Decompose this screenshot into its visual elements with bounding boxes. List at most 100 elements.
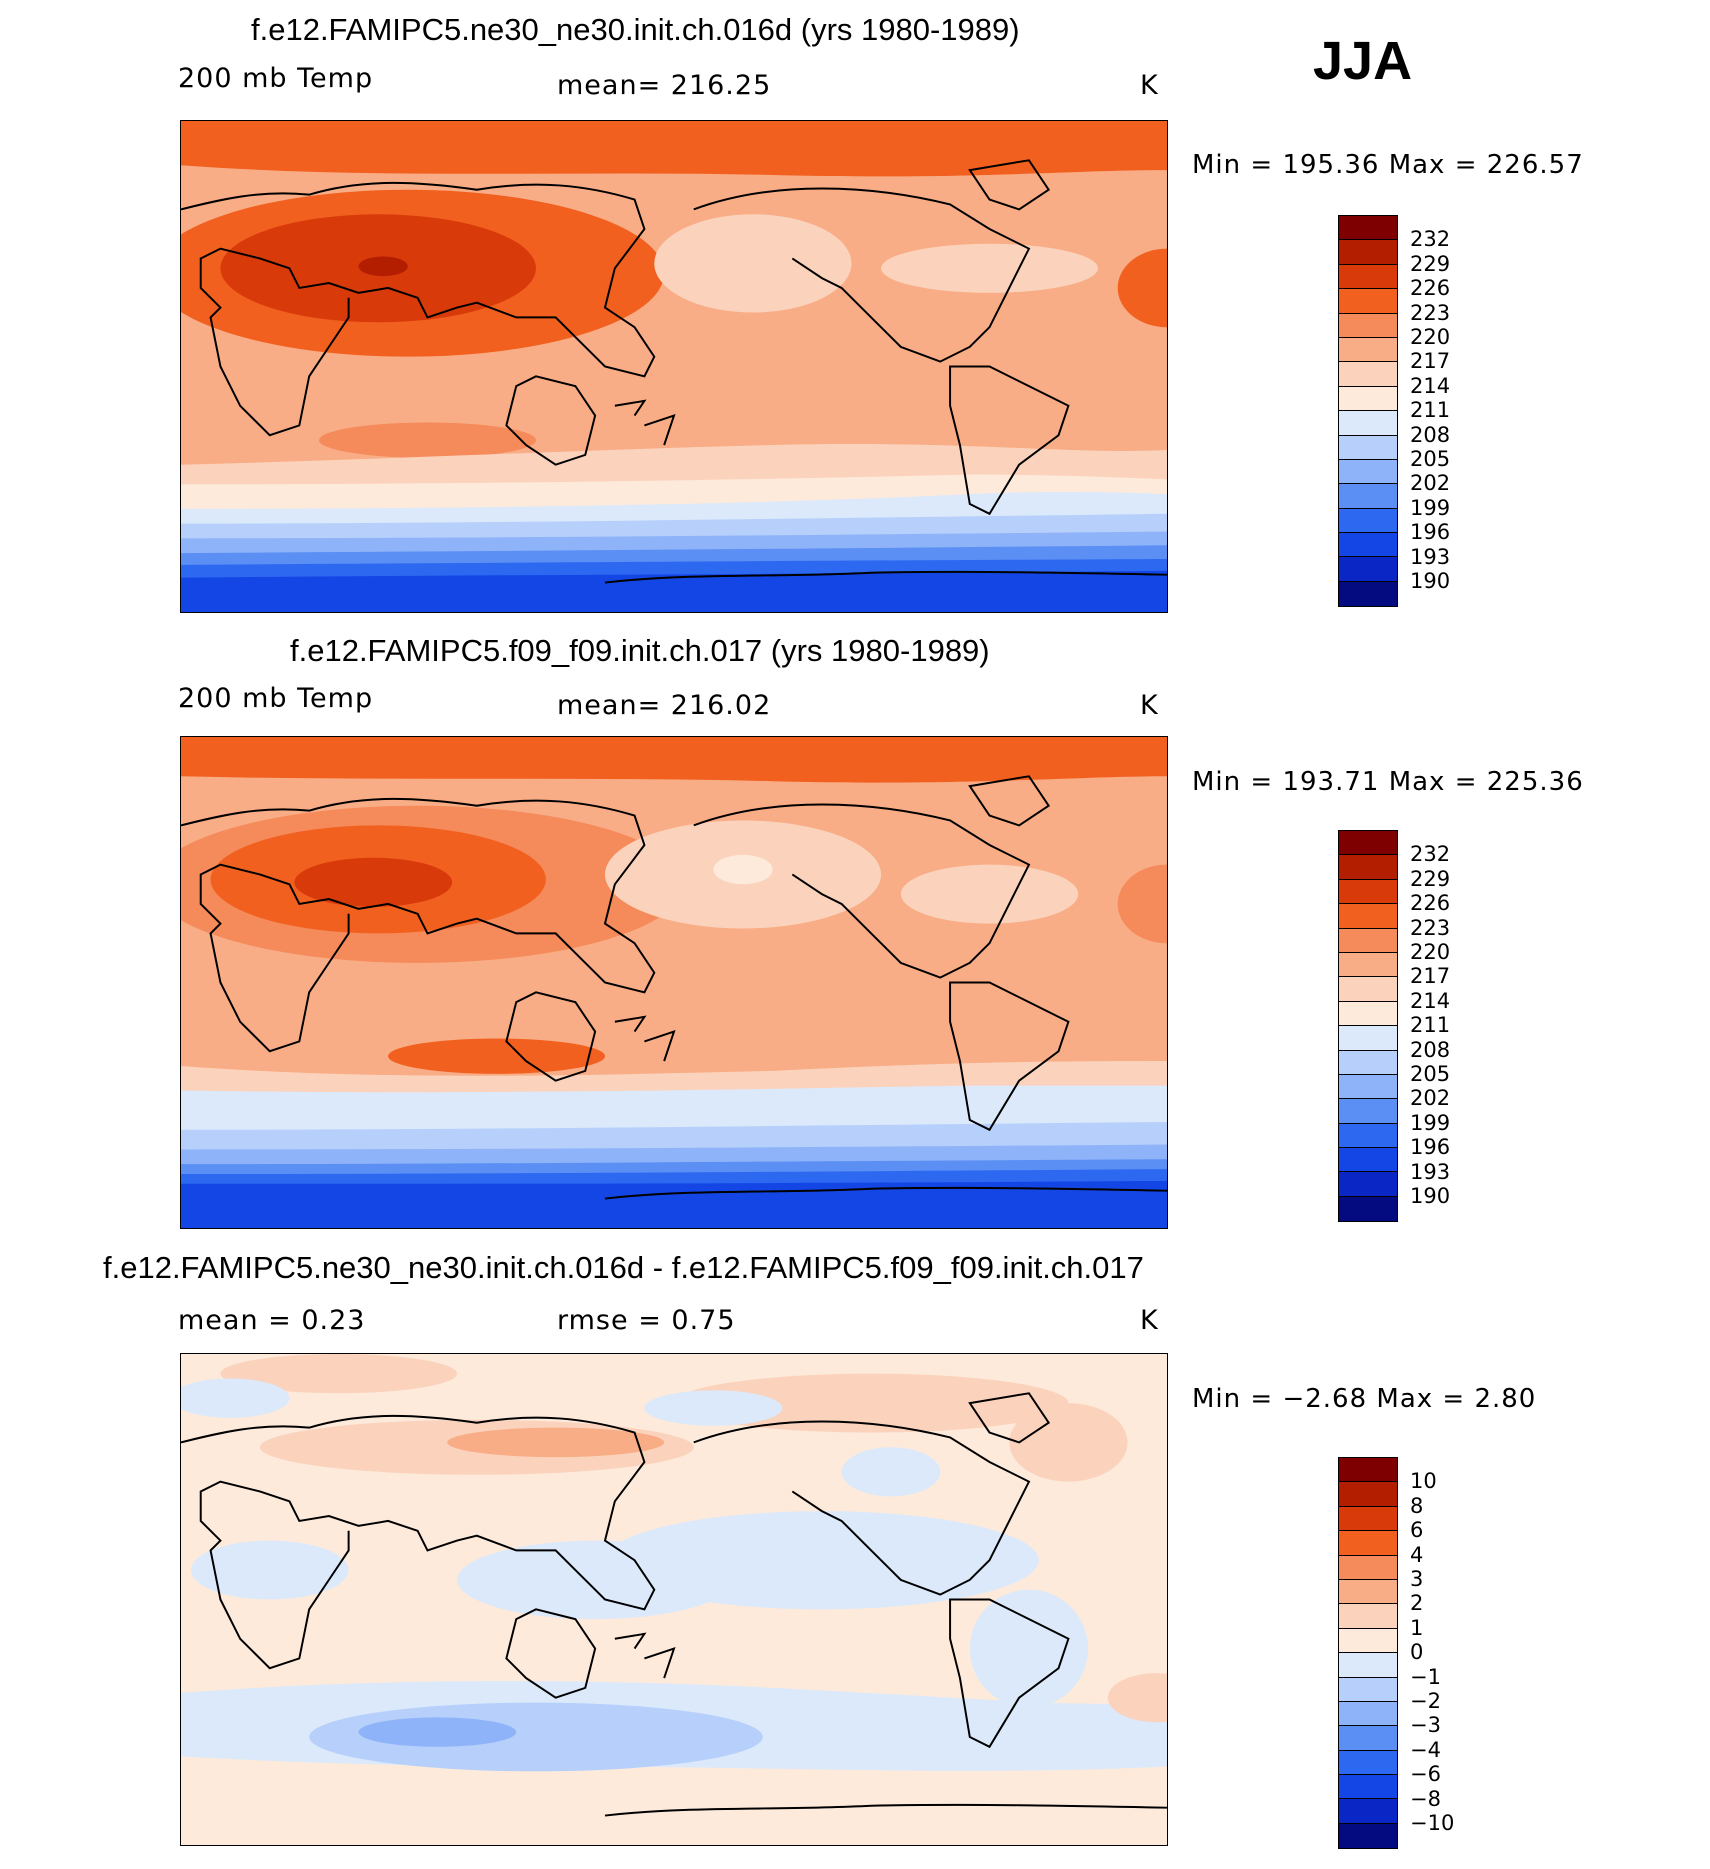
colorbar-swatch <box>1339 313 1397 338</box>
panel-3-colorbar <box>1338 1457 1398 1850</box>
colorbar-tick-label: 232 <box>1410 842 1451 867</box>
panel-1-contour-map <box>181 121 1167 612</box>
colorbar-tick-label: 208 <box>1410 1037 1451 1062</box>
colorbar-swatch <box>1339 264 1397 290</box>
panel-1-map <box>180 120 1168 613</box>
panel-2-minmax: Min = 193.71 Max = 225.36 <box>1192 767 1584 797</box>
colorbar-swatch <box>1339 1074 1397 1100</box>
colorbar-swatch <box>1339 557 1397 582</box>
colorbar-tick-label: 196 <box>1410 520 1451 545</box>
colorbar-swatch <box>1339 337 1397 363</box>
colorbar-swatch <box>1339 831 1397 856</box>
colorbar-tick-label: 193 <box>1410 544 1451 569</box>
colorbar-tick-label: 202 <box>1410 1086 1451 1111</box>
colorbar-tick-label: 199 <box>1410 495 1451 520</box>
colorbar-tick-label: −1 <box>1410 1664 1441 1689</box>
colorbar-tick-label: 0 <box>1410 1640 1424 1665</box>
colorbar-tick-label: 193 <box>1410 1159 1451 1184</box>
colorbar-swatch <box>1339 216 1397 241</box>
colorbar-swatch <box>1339 879 1397 905</box>
colorbar-tick-label: 208 <box>1410 422 1451 447</box>
colorbar-swatch <box>1339 1799 1397 1824</box>
panel-2-mean-label: mean= 216.02 <box>557 690 772 721</box>
colorbar-swatch <box>1339 1001 1397 1027</box>
colorbar-swatch <box>1339 533 1397 558</box>
panel-2-colorbar-swatches <box>1338 830 1398 1223</box>
colorbar-swatch <box>1339 1148 1397 1173</box>
panel-3-minmax: Min = −2.68 Max = 2.80 <box>1192 1384 1537 1414</box>
colorbar-swatch <box>1339 1123 1397 1149</box>
colorbar-swatch <box>1339 1628 1397 1654</box>
colorbar-swatch <box>1339 977 1397 1002</box>
colorbar-tick-label: −10 <box>1410 1811 1455 1835</box>
colorbar-swatch <box>1339 1555 1397 1580</box>
colorbar-tick-label: 229 <box>1410 251 1451 276</box>
colorbar-tick-label: 1 <box>1410 1615 1424 1640</box>
colorbar-swatch <box>1339 1172 1397 1197</box>
panel-2-variable-label: 200 mb Temp <box>178 683 374 714</box>
colorbar-tick-label: 229 <box>1410 866 1451 891</box>
panel-3-units: K <box>1140 1305 1159 1336</box>
colorbar-tick-label: 232 <box>1410 227 1451 252</box>
colorbar-tick-label: 6 <box>1410 1518 1424 1543</box>
colorbar-tick-label: 220 <box>1410 325 1451 349</box>
colorbar-swatch <box>1339 1196 1397 1222</box>
colorbar-swatch <box>1339 1775 1397 1800</box>
panel-1-title: f.e12.FAMIPC5.ne30_ne30.init.ch.016d (yr… <box>251 12 1020 47</box>
colorbar-swatch <box>1339 1099 1397 1124</box>
colorbar-tick-label: 8 <box>1410 1493 1424 1518</box>
season-label: JJA <box>1313 31 1413 91</box>
panel-2-units: K <box>1140 690 1159 721</box>
colorbar-swatch <box>1339 1531 1397 1556</box>
colorbar-tick-label: 226 <box>1410 276 1451 301</box>
panel-1-colorbar-swatches <box>1338 215 1398 608</box>
panel-1-mean-label: mean= 216.25 <box>557 70 772 101</box>
colorbar-swatch <box>1339 1677 1397 1702</box>
panel-3-map <box>180 1353 1168 1846</box>
panel-2-contour-map <box>181 737 1167 1228</box>
colorbar-tick-label: 217 <box>1410 349 1451 374</box>
panel-3-rmse-label: rmse = 0.75 <box>557 1305 736 1336</box>
colorbar-tick-label: −3 <box>1410 1713 1441 1738</box>
panel-1-units: K <box>1140 70 1159 101</box>
colorbar-tick-label: 220 <box>1410 940 1451 964</box>
colorbar-tick-label: 10 <box>1410 1469 1437 1494</box>
colorbar-tick-label: −4 <box>1410 1737 1441 1762</box>
panel-3-contour-map <box>181 1354 1167 1845</box>
panel-1-minmax: Min = 195.36 Max = 226.57 <box>1192 150 1584 180</box>
panel-3-title: f.e12.FAMIPC5.ne30_ne30.init.ch.016d - f… <box>103 1250 1144 1285</box>
panel-2-colorbar <box>1338 830 1398 1223</box>
colorbar-swatch <box>1339 362 1397 387</box>
colorbar-swatch <box>1339 1701 1397 1727</box>
colorbar-tick-label: 196 <box>1410 1135 1451 1160</box>
colorbar-swatch <box>1339 928 1397 953</box>
colorbar-swatch <box>1339 508 1397 534</box>
colorbar-swatch <box>1339 289 1397 314</box>
colorbar-swatch <box>1339 1750 1397 1776</box>
colorbar-swatch <box>1339 1579 1397 1605</box>
colorbar-tick-label: 3 <box>1410 1567 1424 1591</box>
colorbar-tick-label: 190 <box>1410 1184 1451 1208</box>
colorbar-tick-label: 211 <box>1410 1013 1451 1038</box>
colorbar-swatch <box>1339 952 1397 978</box>
colorbar-swatch <box>1339 1050 1397 1075</box>
colorbar-swatch <box>1339 1482 1397 1507</box>
colorbar-swatch <box>1339 1458 1397 1483</box>
colorbar-swatch <box>1339 581 1397 607</box>
colorbar-swatch <box>1339 459 1397 485</box>
colorbar-swatch <box>1339 855 1397 880</box>
colorbar-tick-label: 223 <box>1410 300 1451 325</box>
colorbar-tick-label: 223 <box>1410 915 1451 940</box>
colorbar-swatch <box>1339 1026 1397 1051</box>
colorbar-swatch <box>1339 240 1397 265</box>
colorbar-tick-label: −6 <box>1410 1762 1441 1787</box>
panel-3-mean-label: mean = 0.23 <box>178 1305 366 1336</box>
colorbar-swatch <box>1339 1506 1397 1532</box>
colorbar-tick-label: 4 <box>1410 1542 1424 1567</box>
colorbar-swatch <box>1339 1604 1397 1629</box>
colorbar-tick-label: 2 <box>1410 1591 1424 1616</box>
colorbar-tick-label: −8 <box>1410 1786 1441 1811</box>
colorbar-tick-label: 205 <box>1410 1062 1451 1086</box>
colorbar-swatch <box>1339 1653 1397 1678</box>
colorbar-tick-label: 202 <box>1410 471 1451 496</box>
